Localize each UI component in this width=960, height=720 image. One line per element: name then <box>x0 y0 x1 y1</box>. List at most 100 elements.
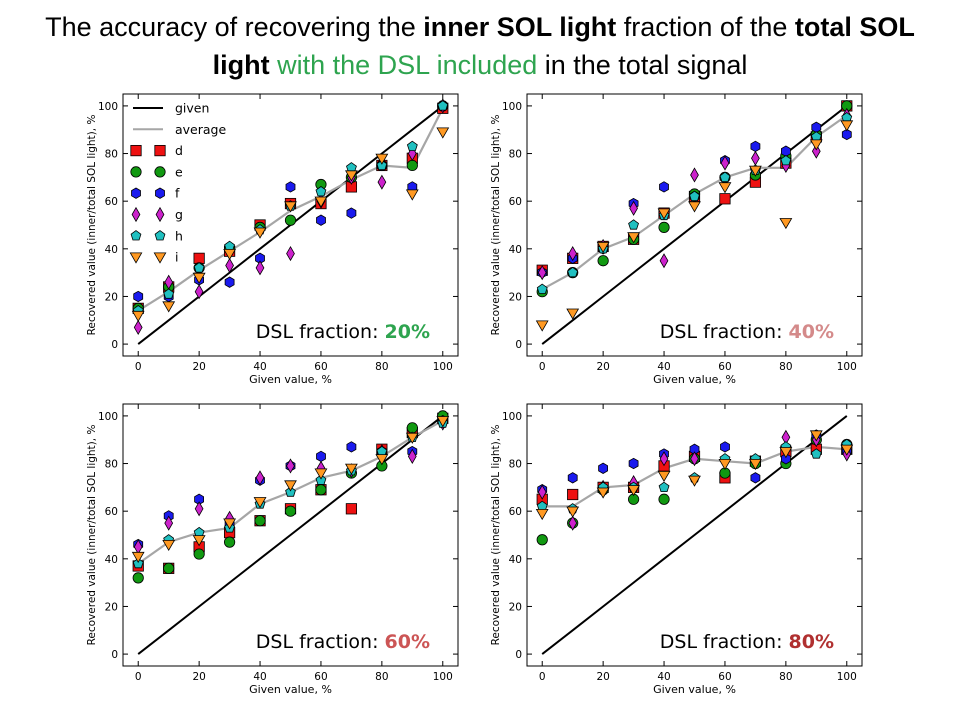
title-highlight-inner-sol-light: inner SOL light <box>423 12 617 42</box>
point-g <box>629 200 638 216</box>
point-f <box>781 145 791 157</box>
y-tick-label: 0 <box>515 649 522 661</box>
point-i <box>162 540 176 551</box>
point-i <box>131 310 145 323</box>
point-i <box>314 196 328 208</box>
point-d <box>193 252 205 264</box>
dsl-fraction-value: 60% <box>385 631 430 653</box>
point-i <box>749 458 762 471</box>
point-i <box>535 320 549 332</box>
legend-label-f: f <box>175 186 180 201</box>
legend-marker-i <box>129 252 143 264</box>
plot-frame <box>526 93 863 357</box>
x-tick-label: 100 <box>433 361 453 373</box>
point-g <box>568 515 578 531</box>
x-tick-label: 80 <box>779 671 792 683</box>
series-i <box>131 127 450 323</box>
series-g <box>133 415 448 555</box>
x-tick-label: 60 <box>718 361 731 373</box>
point-e <box>536 534 548 546</box>
plot-frame <box>122 403 459 667</box>
point-i <box>566 308 580 320</box>
point-g <box>690 451 699 467</box>
point-h <box>719 171 731 183</box>
point-e <box>658 493 670 505</box>
point-g <box>811 143 821 159</box>
series-h <box>132 417 449 569</box>
y-tick-label: 0 <box>111 649 118 661</box>
y-tick-label: 0 <box>515 339 522 351</box>
point-e <box>284 214 297 226</box>
point-d <box>567 488 579 501</box>
point-g <box>286 245 295 262</box>
point-h <box>132 557 144 569</box>
y-axis-label: Recovered value (inner/total SOL light),… <box>490 425 502 646</box>
point-i <box>375 153 389 165</box>
point-h <box>193 262 205 273</box>
point-f <box>750 140 761 153</box>
y-tick-label: 20 <box>105 291 118 303</box>
chart-panel-4: 0 20 40 60 80 100 0 20 40 60 80 100 Given value, % Re… <box>490 403 863 696</box>
point-i <box>284 201 297 213</box>
point-h <box>376 159 388 171</box>
y-axis-label: Recovered value (inner/total SOL light),… <box>86 425 98 646</box>
x-tick-label: 60 <box>718 671 731 683</box>
legend-marker-h <box>130 230 142 241</box>
x-tick-label: 80 <box>779 361 792 373</box>
point-i <box>314 468 328 480</box>
legend-marker-h <box>154 230 166 241</box>
point-i <box>688 201 701 213</box>
point-i <box>436 416 450 428</box>
y-tick-label: 0 <box>111 339 118 351</box>
point-h <box>163 288 175 299</box>
slide-title: The accuracy of recovering the inner SOL… <box>0 8 960 84</box>
plot-area <box>535 100 854 345</box>
legend-marker-g <box>155 206 165 223</box>
x-axis-label: Given value, % <box>249 683 332 696</box>
legend-marker-d <box>154 144 166 157</box>
point-i <box>840 444 854 456</box>
y-tick-label: 100 <box>98 101 118 113</box>
x-tick-label: 0 <box>135 361 142 373</box>
given-line <box>541 415 848 655</box>
point-g <box>194 501 204 517</box>
y-tick-label: 60 <box>105 196 118 208</box>
point-g <box>286 458 295 474</box>
dsl-fraction-value: 20% <box>385 321 430 343</box>
point-i <box>566 506 580 518</box>
point-e <box>163 562 175 574</box>
point-i <box>192 535 206 547</box>
point-f <box>346 207 357 219</box>
point-g <box>659 451 669 467</box>
point-h <box>406 140 418 152</box>
point-e <box>193 548 205 560</box>
point-h <box>315 474 327 485</box>
y-tick-label: 100 <box>502 411 522 423</box>
x-tick-label: 40 <box>253 671 266 683</box>
point-h <box>567 266 579 278</box>
point-g <box>133 319 143 336</box>
series-g <box>537 107 852 281</box>
point-f <box>811 121 822 133</box>
point-g <box>690 167 699 183</box>
legend-label-i: i <box>175 250 178 265</box>
point-e <box>132 572 144 584</box>
x-tick-label: 20 <box>192 361 205 373</box>
point-f <box>133 290 144 303</box>
point-h <box>315 186 327 197</box>
point-i <box>192 272 206 284</box>
point-f <box>781 453 791 465</box>
x-axis-label: Given value, % <box>653 373 736 386</box>
series-i <box>535 120 854 332</box>
legend-label-e: e <box>175 164 183 179</box>
point-h <box>780 155 792 166</box>
point-g <box>537 265 547 281</box>
legend-marker-f <box>155 187 165 199</box>
legend-label-h: h <box>175 228 183 243</box>
y-tick-label: 40 <box>509 554 522 566</box>
point-e <box>406 159 418 172</box>
point-f <box>316 214 326 226</box>
plot-area <box>131 410 450 655</box>
x-tick-label: 40 <box>657 671 670 683</box>
